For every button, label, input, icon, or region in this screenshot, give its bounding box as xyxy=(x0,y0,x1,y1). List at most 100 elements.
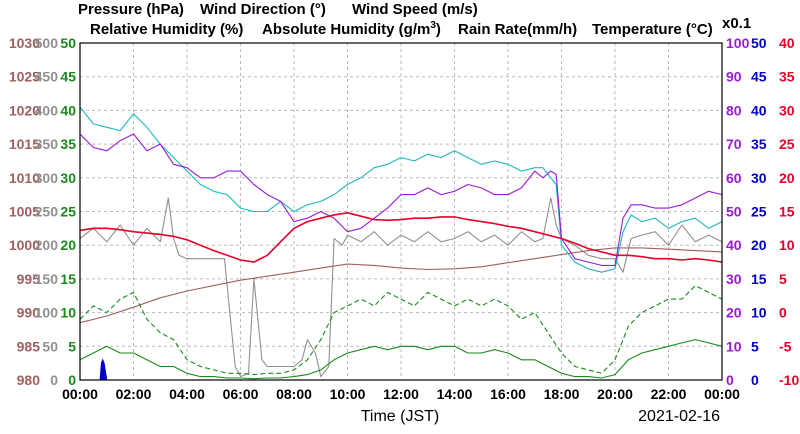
y-tick-rain-rate: 35 xyxy=(751,136,767,152)
y-tick-relative-humidity: 80 xyxy=(726,102,742,118)
y-tick-wind-speed: 25 xyxy=(60,204,76,220)
grid xyxy=(80,43,722,380)
x-tick-label: 16:00 xyxy=(490,386,526,402)
x-tick-label: 08:00 xyxy=(276,386,312,402)
y-tick-wind-speed: 15 xyxy=(60,271,76,287)
series-group xyxy=(79,106,723,381)
x-tick-label: 06:00 xyxy=(223,386,259,402)
y-tick-wind-speed: 50 xyxy=(60,35,76,51)
x-tick-label: 20:00 xyxy=(597,386,633,402)
y-tick-pressure: 1025 xyxy=(9,69,40,85)
y-tick-temperature: 35 xyxy=(779,69,795,85)
y-tick-wind-speed: 10 xyxy=(60,305,76,321)
legend-absolute-humidity-base: Absolute Humidity (g/m xyxy=(262,21,430,38)
y-tick-pressure: 1020 xyxy=(9,102,40,118)
series-pressure-line xyxy=(79,247,723,324)
y-tick-temperature: -10 xyxy=(779,372,799,388)
y-tick-wind-direction: 100 xyxy=(35,305,59,321)
y-tick-wind-speed: 5 xyxy=(68,338,76,354)
y-tick-pressure: 995 xyxy=(17,271,41,287)
y-tick-relative-humidity: 10 xyxy=(726,338,742,354)
series-wind-gust-line xyxy=(79,285,723,376)
y-tick-relative-humidity: 50 xyxy=(726,204,742,220)
x-tick-label: 18:00 xyxy=(544,386,580,402)
y-tick-pressure: 980 xyxy=(17,372,41,388)
legend-temperature: Temperature (°C) xyxy=(592,21,713,38)
y-tick-relative-humidity: 60 xyxy=(726,170,742,186)
x-tick-label: 14:00 xyxy=(437,386,473,402)
y-tick-temperature: 5 xyxy=(779,271,787,287)
y-tick-relative-humidity: 40 xyxy=(726,237,742,253)
y-tick-temperature: -5 xyxy=(779,338,792,354)
y-tick-wind-speed: 35 xyxy=(60,136,76,152)
y-tick-rain-rate: 30 xyxy=(751,170,767,186)
y-tick-wind-direction: 500 xyxy=(35,35,59,51)
x-tick-label: 10:00 xyxy=(330,386,366,402)
series-absolute-humidity-line xyxy=(79,106,723,273)
legend-rain-rate: Rain Rate(mm/h) xyxy=(458,21,577,38)
y-tick-wind-speed: 30 xyxy=(60,170,76,186)
y-tick-pressure: 985 xyxy=(17,338,41,354)
y-tick-wind-direction: 350 xyxy=(35,136,59,152)
y-tick-rain-rate: 15 xyxy=(751,271,767,287)
y-tick-wind-direction: 50 xyxy=(42,338,58,354)
x-tick-label: 04:00 xyxy=(169,386,205,402)
y-tick-rain-rate: 50 xyxy=(751,35,767,51)
y-tick-pressure: 1015 xyxy=(9,136,40,152)
y-tick-wind-direction: 450 xyxy=(35,69,59,85)
y-tick-wind-direction: 250 xyxy=(35,204,59,220)
y-tick-rain-rate: 10 xyxy=(751,305,767,321)
y-tick-wind-speed: 45 xyxy=(60,69,76,85)
y-tick-labels: 9809859909951000100510101015102010251030… xyxy=(9,35,800,388)
x-tick-label: 12:00 xyxy=(383,386,419,402)
y-tick-pressure: 1005 xyxy=(9,204,40,220)
x-tick-label: 02:00 xyxy=(116,386,152,402)
x-axis-label: Time (JST) xyxy=(361,408,440,425)
y-tick-temperature: 40 xyxy=(779,35,795,51)
y-tick-rain-rate: 20 xyxy=(751,237,767,253)
y-tick-temperature: 15 xyxy=(779,204,795,220)
y-tick-wind-speed: 0 xyxy=(68,372,76,388)
legend-wind-direction: Wind Direction (°) xyxy=(200,1,326,18)
y-tick-rain-rate: 25 xyxy=(751,204,767,220)
y-tick-wind-speed: 40 xyxy=(60,102,76,118)
y-tick-pressure: 1000 xyxy=(9,237,40,253)
legend-wind-speed: Wind Speed (m/s) xyxy=(352,1,478,18)
y-tick-wind-direction: 150 xyxy=(35,271,59,287)
y-tick-temperature: 20 xyxy=(779,170,795,186)
y-tick-rain-rate: 5 xyxy=(751,338,759,354)
y-tick-rain-rate: 40 xyxy=(751,102,767,118)
y-tick-wind-direction: 0 xyxy=(50,372,58,388)
x-tick-label: 00:00 xyxy=(62,386,98,402)
date-label: 2021-02-16 xyxy=(638,408,720,425)
y-tick-pressure: 990 xyxy=(17,305,41,321)
y-tick-relative-humidity: 20 xyxy=(726,305,742,321)
y-tick-relative-humidity: 0 xyxy=(726,372,734,388)
y-tick-temperature: 25 xyxy=(779,136,795,152)
series-wind-speed-line xyxy=(79,339,723,380)
legend-scale-note: x0.1 xyxy=(722,15,751,32)
x-tick-labels: 00:00 02:00 04:00 06:00 08:00 10:00 12:00 14:00… xyxy=(62,386,740,402)
y-tick-relative-humidity: 90 xyxy=(726,69,742,85)
series-wind-direction-line xyxy=(79,197,723,378)
legend-absolute-humidity-end: ) xyxy=(436,21,441,38)
x-tick-label: 22:00 xyxy=(651,386,687,402)
legend-relative-humidity: Relative Humidity (%) xyxy=(90,21,243,38)
y-tick-relative-humidity: 100 xyxy=(726,35,750,51)
y-tick-wind-direction: 300 xyxy=(35,170,59,186)
y-tick-temperature: 30 xyxy=(779,102,795,118)
x-tick-label: 00:00 xyxy=(704,386,740,402)
y-tick-temperature: 10 xyxy=(779,237,795,253)
y-tick-pressure: 1010 xyxy=(9,170,40,186)
legend-pressure: Pressure (hPa) xyxy=(78,1,184,18)
y-tick-pressure: 1030 xyxy=(9,35,40,51)
y-tick-wind-direction: 200 xyxy=(35,237,59,253)
series-temperature-line xyxy=(79,212,723,263)
plot-frame xyxy=(79,42,723,381)
y-tick-temperature: 0 xyxy=(779,305,787,321)
series-relative-humidity-line xyxy=(79,133,723,266)
y-tick-rain-rate: 0 xyxy=(751,372,759,388)
y-tick-wind-direction: 400 xyxy=(35,102,59,118)
y-tick-wind-speed: 20 xyxy=(60,237,76,253)
